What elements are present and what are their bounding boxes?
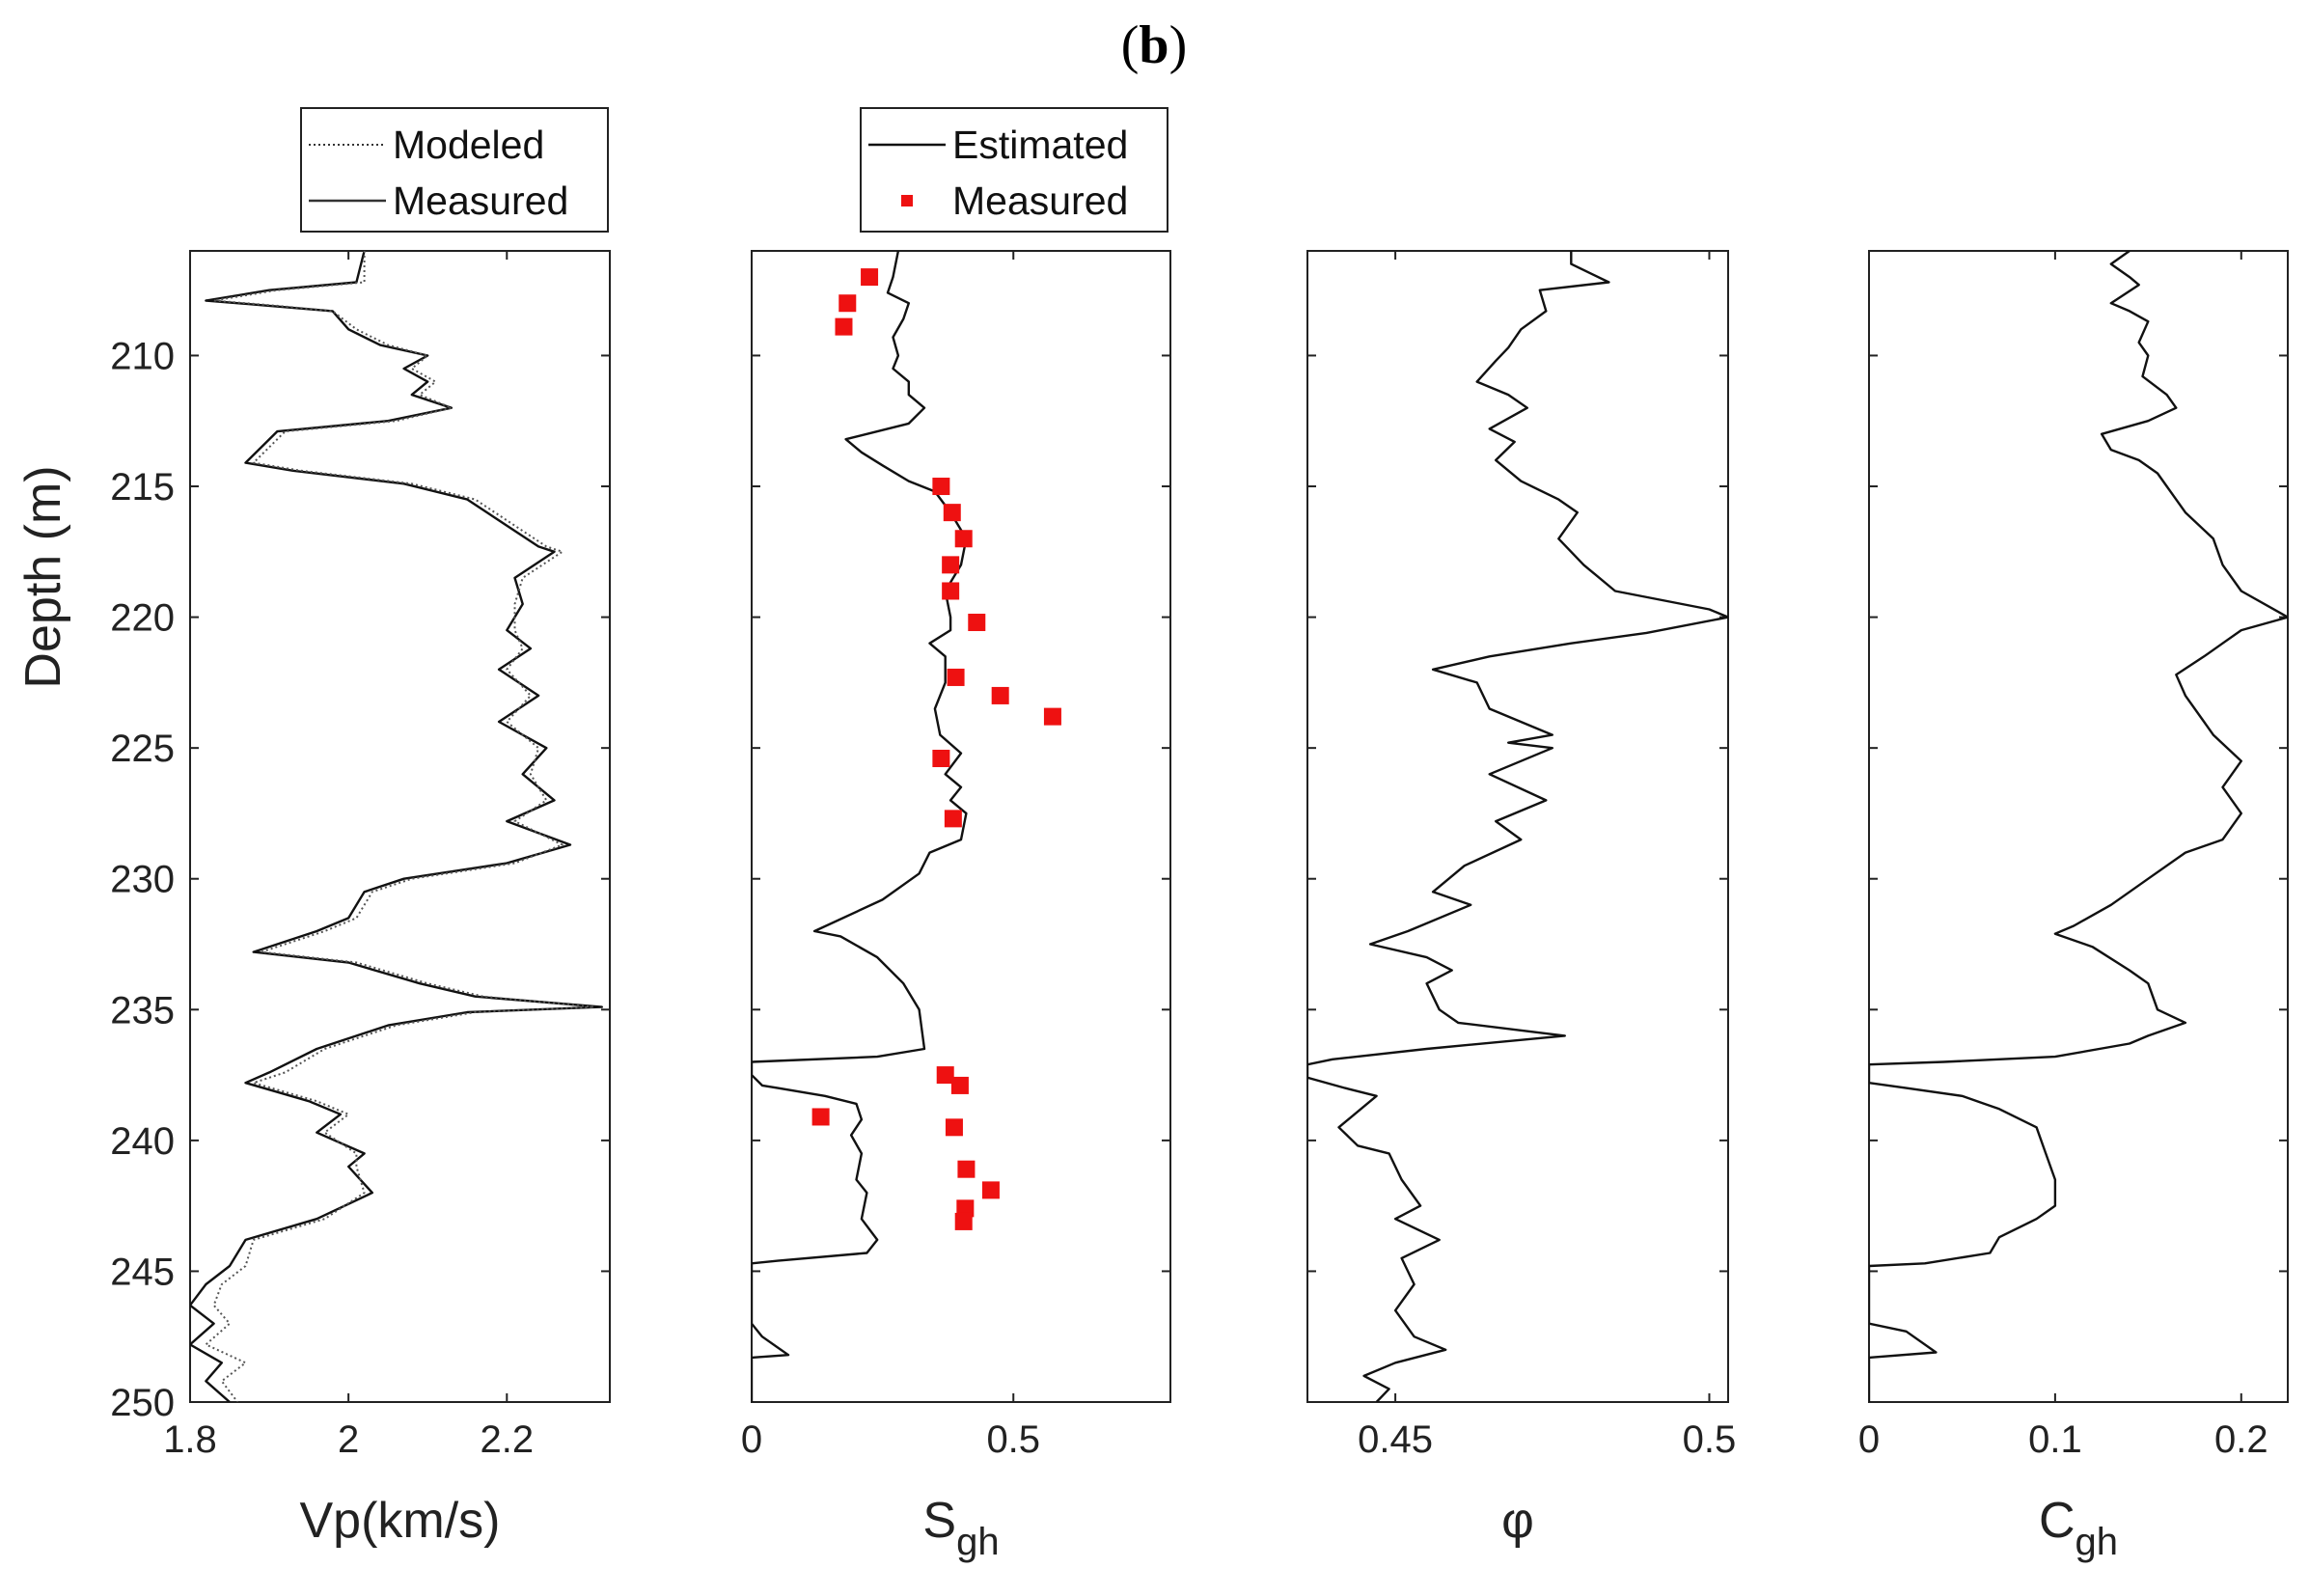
sgh-marker-9 (947, 668, 965, 686)
sgh-marker-1 (838, 294, 857, 313)
sgh-marker-3 (932, 478, 950, 496)
cgh-xtick-label-0: 0 (1858, 1418, 1880, 1461)
sgh-xlabel: Sgh (922, 1493, 999, 1563)
cgh-xlabel-sub: gh (2075, 1521, 2119, 1563)
depth-tick-label-225: 225 (110, 728, 175, 770)
panel-label-open: ( (1121, 15, 1140, 75)
subplot-sgh: 0 0.5 Sgh Estimated Measured (741, 107, 1171, 1563)
panel-label-close: ) (1169, 15, 1188, 75)
sgh-marker-17 (811, 1108, 830, 1126)
cgh-series-hydrate-concentration (1869, 251, 2288, 1402)
sgh-marker-13 (944, 810, 962, 828)
sgh-marker-20 (956, 1199, 975, 1218)
vp-xtick-label-2: 2.2 (480, 1418, 534, 1461)
phi-xtick-label-1: 0.5 (1683, 1418, 1737, 1461)
sgh-xtick-label-0: 0 (741, 1418, 762, 1461)
vp-xtick-label-0: 1.8 (163, 1418, 217, 1461)
depth-tick-label-245: 245 (110, 1251, 175, 1293)
vp-xlabel-main: Vp(km/s) (300, 1493, 501, 1549)
depth-tick-label-230: 230 (110, 859, 175, 901)
sgh-marker-21 (954, 1212, 973, 1230)
vp-legend-box (300, 107, 609, 233)
vp-axes-box (189, 250, 611, 1403)
sgh-xlabel-sub: gh (956, 1521, 1000, 1563)
sgh-marker-18 (957, 1160, 976, 1178)
sgh-marker-7 (942, 582, 960, 600)
sgh-marker-8 (968, 614, 986, 632)
phi-series-porosity (1307, 251, 1728, 1402)
sgh-xtick-label-1: 0.5 (986, 1418, 1040, 1461)
sgh-marker-10 (991, 686, 1009, 704)
cgh-xlabel: Cgh (2039, 1493, 2118, 1563)
sgh-marker-14 (936, 1066, 954, 1085)
sgh-marker-12 (932, 750, 950, 768)
depth-tick-label-250: 250 (110, 1382, 175, 1424)
subplot-phi: 0.45 0.5 φ (1306, 250, 1737, 1549)
sgh-marker-16 (945, 1118, 963, 1137)
sgh-legend: Estimated Measured (860, 107, 1168, 233)
phi-xtick-label-0: 0.45 (1358, 1418, 1433, 1461)
cgh-xtick-label-2: 0.2 (2214, 1418, 2268, 1461)
panel-label: (b) (1121, 15, 1187, 75)
cgh-xlabel-main: C (2039, 1493, 2075, 1549)
sgh-marker-5 (954, 530, 973, 548)
sgh-axes-box (751, 250, 1171, 1403)
vp-series-measured (190, 251, 603, 1402)
sgh-legend-swatch-1 (901, 195, 913, 206)
subplot-cgh: 0 0.1 0.2 Cgh (1858, 250, 2289, 1563)
sgh-xlabel-main: S (922, 1493, 956, 1549)
sgh-legend-box (860, 107, 1168, 233)
sgh-marker-15 (950, 1076, 969, 1094)
depth-axis-label: Depth (m) (15, 465, 71, 688)
panel-label-letter: b (1139, 15, 1168, 75)
vp-legend: Modeled Measured (300, 107, 609, 233)
sgh-marker-4 (943, 504, 961, 522)
cgh-xtick-label-1: 0.1 (2028, 1418, 2082, 1461)
vp-xlabel: Vp(km/s) (300, 1493, 501, 1549)
vp-legend-label-1: Measured (393, 179, 568, 223)
vp-legend-label-0: Modeled (393, 123, 544, 167)
sgh-marker-6 (942, 556, 960, 574)
sgh-legend-label-1: Measured (952, 179, 1128, 223)
depth-tick-label-220: 220 (110, 597, 175, 640)
sgh-marker-2 (835, 317, 853, 336)
phi-xlabel: φ (1501, 1493, 1534, 1549)
sgh-legend-label-0: Estimated (952, 123, 1128, 167)
sgh-marker-0 (861, 268, 879, 287)
vp-series-modeled (205, 251, 595, 1402)
depth-tick-label-235: 235 (110, 989, 175, 1032)
phi-axes-box (1306, 250, 1729, 1403)
depth-tick-label-210: 210 (110, 335, 175, 377)
phi-xlabel-main: φ (1501, 1493, 1534, 1549)
sgh-marker-11 (1043, 707, 1061, 726)
sgh-marker-19 (981, 1181, 1000, 1199)
vp-xtick-label-1: 2 (338, 1418, 359, 1461)
depth-tick-label-215: 215 (110, 466, 175, 509)
cgh-axes-box (1868, 250, 2289, 1403)
depth-tick-label-240: 240 (110, 1120, 175, 1163)
sgh-series-estimated (752, 251, 968, 1402)
